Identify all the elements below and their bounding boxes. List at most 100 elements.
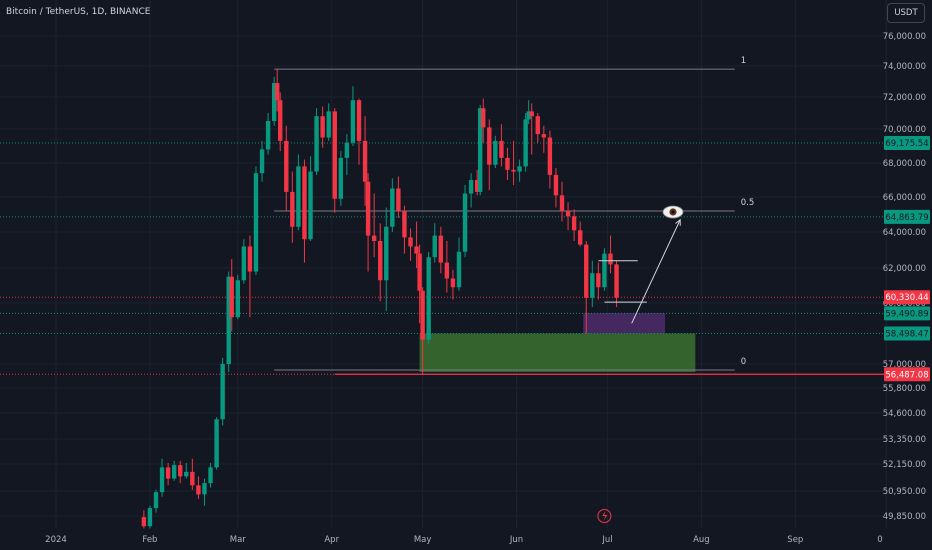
candle-body	[165, 467, 171, 479]
x-tick-label: Aug	[693, 535, 710, 545]
price-badge	[884, 209, 930, 224]
y-tick-label: 74,000.00	[883, 62, 926, 72]
fib-label: 1	[741, 56, 746, 66]
candle-body	[214, 419, 219, 468]
candle-body	[296, 166, 301, 227]
candle-body	[614, 264, 619, 298]
y-tick-label: 62,000.00	[883, 264, 926, 274]
candle-body	[356, 100, 362, 141]
candle-body	[571, 216, 577, 231]
candle-body	[226, 276, 231, 364]
candle-body	[462, 193, 468, 252]
price-lines	[0, 142, 884, 375]
candle-body	[456, 251, 462, 288]
candle-body	[438, 235, 444, 263]
candle-body	[505, 157, 510, 170]
candle-body	[474, 180, 480, 192]
candle-body	[159, 467, 165, 493]
price-badge	[884, 290, 930, 305]
x-axis[interactable]: 2024 Feb Mar Apr May Jun Jul Aug Sep 0	[45, 535, 883, 545]
candle-body	[141, 517, 147, 527]
candle-body	[274, 83, 280, 101]
candle-body	[396, 188, 401, 211]
currency-button[interactable]: USDT	[887, 3, 925, 23]
candle-body	[253, 173, 259, 272]
candle-body	[535, 116, 540, 135]
candle-body	[481, 108, 486, 128]
candle-body	[384, 226, 389, 281]
candle-body	[220, 364, 225, 420]
candle-body	[278, 100, 283, 141]
y-axis[interactable]: 76,000.00 74,000.00 72,000.00 70,000.00 68,0…	[883, 32, 926, 522]
candle-body	[247, 246, 253, 272]
candle-body	[265, 121, 271, 150]
candle-body	[332, 111, 337, 199]
candle-body	[553, 174, 559, 196]
candle-body	[487, 127, 492, 165]
candle-body	[426, 257, 431, 340]
lightning-icon	[597, 509, 612, 523]
candle-body	[608, 253, 613, 265]
candle-body	[596, 273, 601, 288]
price-badge	[884, 306, 930, 321]
candle-body	[362, 140, 368, 182]
candle-body	[547, 137, 553, 175]
candle-body	[271, 83, 277, 121]
x-tick-label: Sep	[787, 535, 803, 545]
candle-body	[420, 290, 425, 340]
candle-body	[171, 465, 177, 479]
candle-body	[565, 211, 571, 217]
y-tick-label: 53,350.00	[883, 435, 926, 445]
candle-body	[444, 262, 450, 279]
symbol-title: Bitcoin / TetherUS, 1D, BINANCE	[6, 7, 151, 17]
candle-body	[584, 244, 589, 298]
x-tick-label: 2024	[45, 535, 67, 545]
candle-body	[450, 278, 456, 288]
candle-body	[517, 166, 522, 172]
candle-body	[302, 166, 307, 240]
fib-levels: 10.50	[274, 56, 884, 375]
y-tick-label: 57,000.00	[883, 360, 926, 370]
candle-body	[153, 492, 159, 509]
candle-body	[511, 169, 516, 172]
candle-body	[259, 149, 265, 174]
price-badge-label: 69,175.54	[885, 139, 928, 149]
candle-body	[590, 273, 595, 298]
x-tick-label: Mar	[230, 535, 247, 545]
candle-body	[478, 108, 483, 192]
candle-body	[526, 111, 531, 120]
candle-body	[284, 140, 289, 192]
candle-body	[402, 211, 407, 238]
y-tick-label: 54,600.00	[883, 409, 926, 419]
y-tick-label: 70,000.00	[883, 125, 926, 135]
candle-body	[523, 119, 528, 167]
price-badge-label: 59,490.89	[885, 309, 928, 319]
candles	[141, 69, 619, 529]
price-markers: 69,175.54 64,863.79 60,330.44 59,490.89 58,4…	[884, 136, 930, 382]
y-tick-label: 76,000.00	[883, 32, 926, 42]
x-tick-label: Jul	[601, 535, 612, 545]
lightning-bolt	[602, 511, 608, 521]
candle-body	[314, 116, 319, 172]
candle-body	[308, 171, 313, 240]
candle-body	[493, 140, 498, 165]
grid-lines	[0, 0, 887, 528]
fib-label: 0.5	[741, 198, 755, 208]
candle-body	[208, 467, 213, 484]
y-tick-label: 49,850.00	[883, 512, 926, 522]
price-badge-label: 60,330.44	[885, 293, 928, 303]
fib-label: 0	[741, 357, 746, 367]
candle-body	[202, 483, 207, 495]
zones	[419, 313, 696, 372]
candle-body	[468, 180, 474, 194]
candle-body	[371, 235, 377, 241]
candle-body	[344, 142, 350, 158]
price-badge	[884, 367, 930, 382]
y-tick-label: 52,150.00	[883, 460, 926, 470]
candle-body	[338, 157, 344, 199]
zone-purple	[583, 313, 666, 334]
candle-body	[190, 471, 195, 486]
candle-body	[229, 276, 234, 318]
